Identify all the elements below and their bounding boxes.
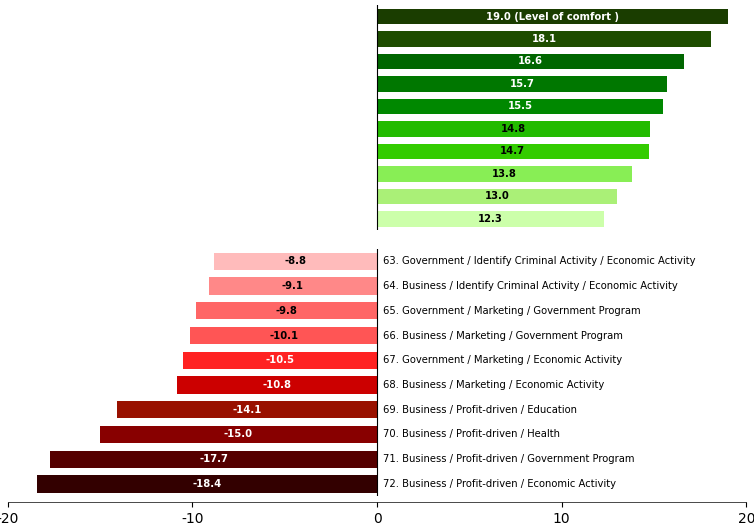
Bar — [377, 99, 664, 115]
Text: -10.1: -10.1 — [269, 331, 299, 341]
Bar — [377, 31, 711, 47]
Bar — [37, 475, 377, 493]
Bar — [377, 144, 648, 159]
Text: 18.1: 18.1 — [532, 34, 556, 44]
Text: 19.0 (Level of comfort ): 19.0 (Level of comfort ) — [486, 12, 619, 22]
Text: 65. Government / Marketing / Government Program: 65. Government / Marketing / Government … — [382, 306, 640, 316]
Text: -9.8: -9.8 — [275, 306, 297, 316]
Text: -10.5: -10.5 — [265, 355, 295, 365]
Text: -14.1: -14.1 — [232, 405, 262, 415]
Text: 14.8: 14.8 — [501, 124, 526, 134]
Text: -18.4: -18.4 — [192, 479, 222, 489]
Text: 15.7: 15.7 — [510, 79, 535, 89]
Text: 12.3: 12.3 — [478, 214, 503, 224]
Text: -10.8: -10.8 — [262, 380, 292, 390]
Bar — [377, 166, 632, 182]
Text: 15.5: 15.5 — [507, 101, 532, 111]
Text: 70. Business / Profit-driven / Health: 70. Business / Profit-driven / Health — [382, 429, 559, 439]
Text: 68. Business / Marketing / Economic Activity: 68. Business / Marketing / Economic Acti… — [382, 380, 604, 390]
Text: 14.7: 14.7 — [500, 146, 526, 156]
Text: 66. Business / Marketing / Government Program: 66. Business / Marketing / Government Pr… — [382, 331, 622, 341]
Text: 63. Government / Identify Criminal Activity / Economic Activity: 63. Government / Identify Criminal Activ… — [382, 257, 695, 266]
Bar — [377, 8, 728, 24]
Text: -15.0: -15.0 — [224, 429, 253, 439]
Bar — [117, 401, 377, 418]
Bar — [191, 327, 377, 344]
Bar — [377, 54, 684, 69]
Text: 64. Business / Identify Criminal Activity / Economic Activity: 64. Business / Identify Criminal Activit… — [382, 281, 677, 291]
Bar — [377, 121, 651, 137]
Bar — [209, 277, 377, 295]
Bar — [377, 211, 604, 227]
Bar — [100, 426, 377, 443]
Text: -8.8: -8.8 — [285, 257, 307, 266]
Bar — [183, 352, 377, 369]
Bar — [196, 302, 377, 319]
Text: -17.7: -17.7 — [199, 454, 228, 464]
Text: 67. Government / Marketing / Economic Activity: 67. Government / Marketing / Economic Ac… — [382, 355, 621, 365]
Text: 72. Business / Profit-driven / Economic Activity: 72. Business / Profit-driven / Economic … — [382, 479, 615, 489]
Bar — [377, 188, 618, 204]
Text: 13.8: 13.8 — [492, 169, 517, 179]
Bar — [214, 253, 377, 270]
Text: 69. Business / Profit-driven / Education: 69. Business / Profit-driven / Education — [382, 405, 577, 415]
Text: 16.6: 16.6 — [518, 56, 543, 67]
Bar — [377, 76, 667, 92]
Text: -9.1: -9.1 — [282, 281, 304, 291]
Bar — [177, 376, 377, 394]
Text: 71. Business / Profit-driven / Government Program: 71. Business / Profit-driven / Governmen… — [382, 454, 634, 464]
Bar — [50, 450, 377, 468]
Text: 13.0: 13.0 — [485, 191, 510, 201]
